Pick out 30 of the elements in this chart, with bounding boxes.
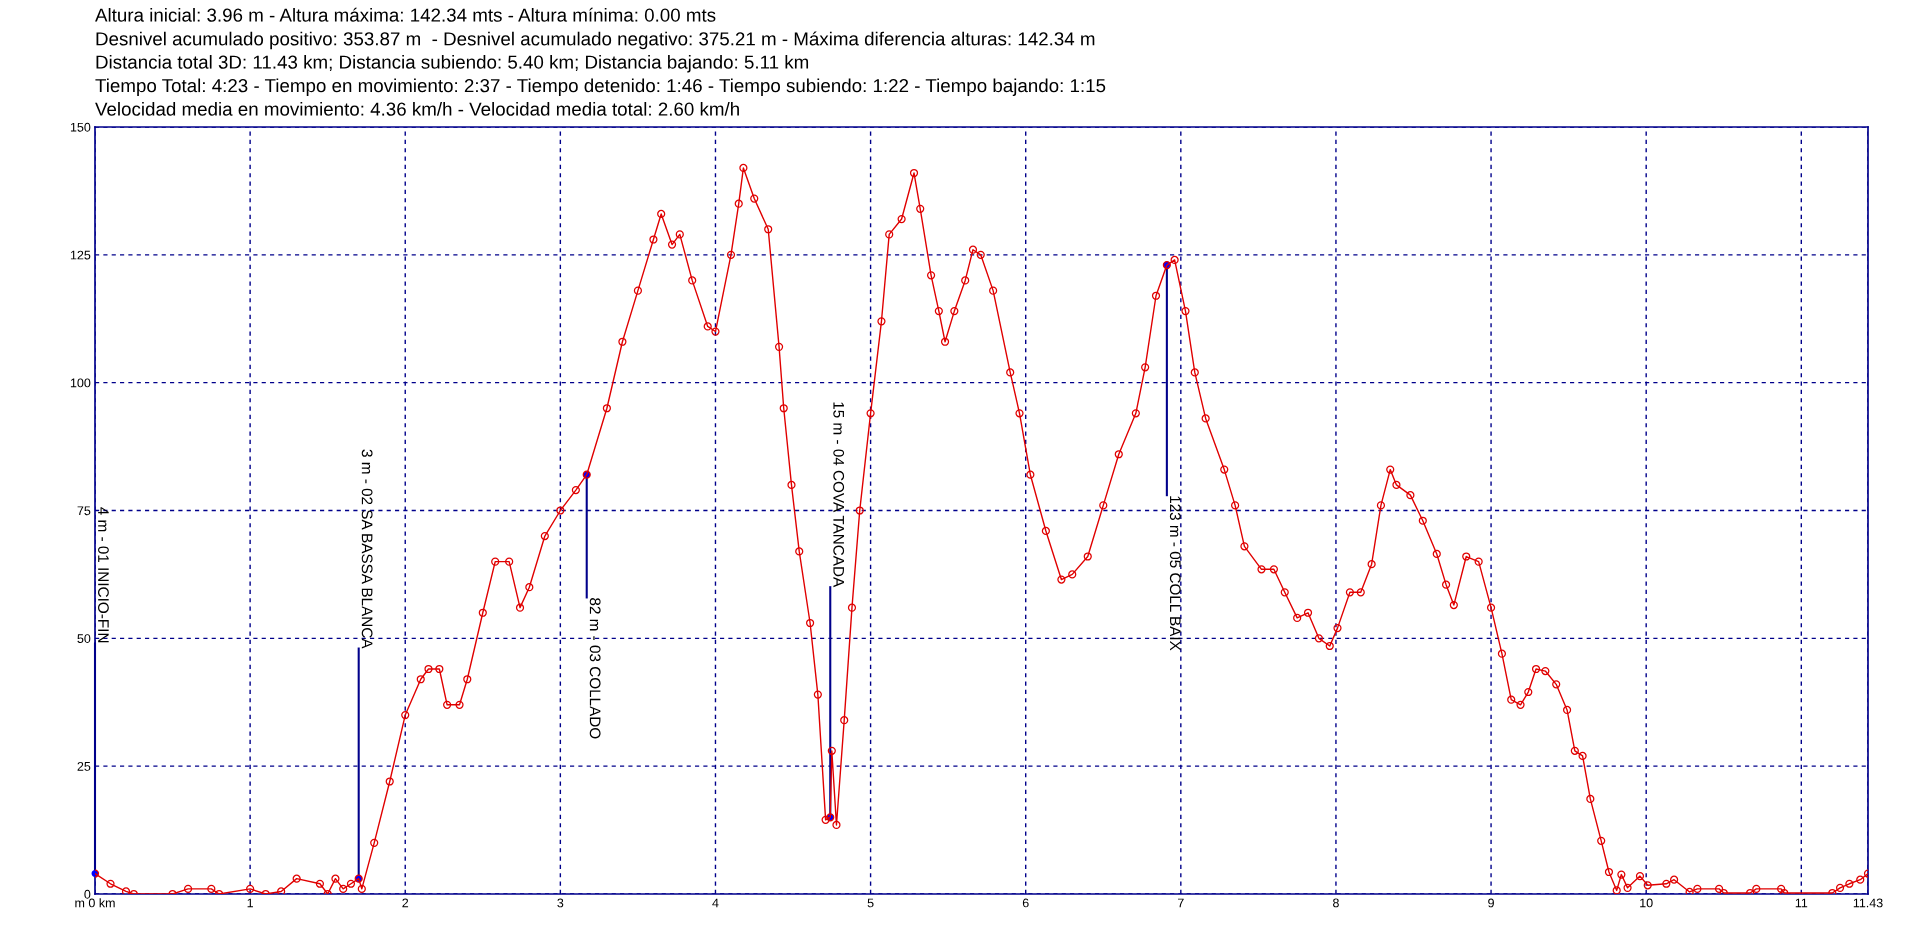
text: Distancia total 3D: 11.43 km; Distancia subiendo: 5.40 km; Distancia bajando: 5.11 km <box>96 55 809 73</box>
annotation: 15 m - 04 COVA TANCADA <box>833 402 845 588</box>
x-tick-label: 11 <box>1795 898 1808 908</box>
text: Desnivel acumulado positivo: 353.87 m - Desnivel acumulado negativo: 375.21 m - Máxima diferencia alturas: 142.34 m <box>96 31 1095 50</box>
y-tick-label: 75 <box>77 506 91 516</box>
text: Velocidad media en movimiento: 4.36 km/h - Velocidad media total: 2.60 km/h <box>95 102 739 116</box>
text: Tiempo Total: 4:23 - Tiempo en movimiento: 2:37 - Tiempo detenido: 1:46 - Tiempo subiendo: 1:22 - Tiempo bajando: 1:15 <box>95 78 1106 96</box>
annotation: 123 m - 05 COLL BAIX <box>1169 496 1181 651</box>
y-tick-label: 125 <box>70 250 91 260</box>
x-tick-label: 7 <box>1177 898 1184 908</box>
x-tick-label: 10 <box>1640 898 1653 908</box>
annotation: 3 m - 02 SA BASSA BLANCA <box>361 449 373 649</box>
x-tick-label: 6 <box>1022 898 1029 908</box>
y-tick-label: 100 <box>70 378 91 388</box>
y-tick-label: 0 <box>84 889 91 899</box>
y-tick-label: 25 <box>77 761 91 771</box>
x-tick-label: 2 <box>402 898 409 908</box>
annotation: 82 m - 03 COLLADO <box>589 598 601 739</box>
x-tick-label: 5 <box>867 898 874 908</box>
x-tick-label: 3 <box>557 898 564 908</box>
x-tick-label: 8 <box>1333 898 1339 908</box>
x-tick-label: m 0 km <box>75 898 115 908</box>
y-tick-label: 50 <box>77 634 91 643</box>
x-tick-label: 4 <box>712 898 719 908</box>
x-tick-label: 11.43 <box>1853 898 1883 908</box>
x-tick-label: 9 <box>1488 898 1494 908</box>
annotation: 4 m - 01 INICIO-FIN <box>98 507 109 643</box>
y-tick-label: 150 <box>70 122 91 132</box>
x-tick-label: 1 <box>247 898 253 908</box>
text: Altura inicial: 3.96 m - Altura máxima: 142.34 mts - Altura mínima: 0.00 mts <box>95 7 716 22</box>
